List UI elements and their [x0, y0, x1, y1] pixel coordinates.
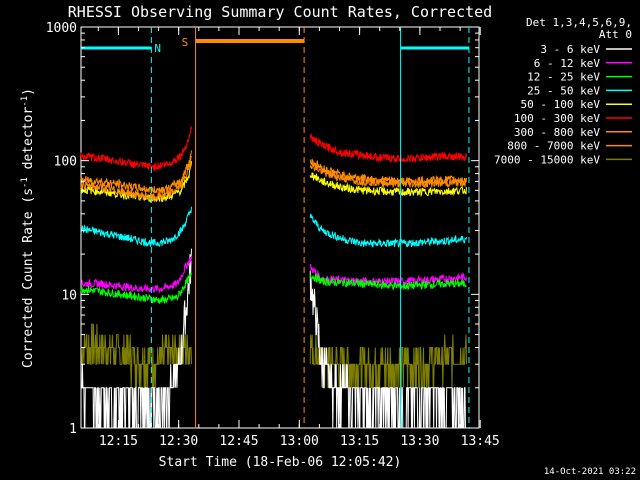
y-tick-label: 1: [69, 422, 77, 437]
y-axis-label: Corrected Count Rate (s-1 detector-1): [20, 88, 36, 368]
x-tick-label: 13:15: [340, 434, 379, 449]
legend-label-8: 800 - 7000 keV: [507, 140, 600, 153]
series-8-post-line: [309, 158, 467, 187]
legend-label-2: 6 - 12 keV: [534, 57, 601, 70]
legend-label-6: 100 - 300 keV: [514, 112, 600, 125]
series-7-pre-line: [80, 155, 192, 202]
y-axis-label-sup1: -1: [20, 177, 30, 188]
series-1-post-line: [309, 270, 467, 429]
legend-label-7: 300 - 800 keV: [514, 126, 600, 139]
series-3-pre-line: [80, 272, 192, 304]
x-tick-label: 12:45: [219, 434, 258, 449]
series-8-pre-line: [80, 150, 192, 195]
series-9-post-line: [309, 334, 467, 389]
legend-label-4: 25 - 50 keV: [527, 84, 600, 97]
x-tick-label: 13:30: [400, 434, 439, 449]
y-tick-label: 1000: [46, 21, 77, 36]
series-2-pre-line: [81, 256, 192, 294]
series-1-pre-line: [81, 248, 192, 429]
chart-title: RHESSI Observing Summary Count Rates, Co…: [68, 3, 492, 21]
date-stamp: 14-Oct-2021 03:22: [544, 467, 636, 477]
x-tick-label: 12:15: [99, 434, 138, 449]
series-2-post-line: [309, 264, 467, 287]
legend-label-3: 12 - 25 keV: [527, 71, 600, 84]
series-9-pre-line: [81, 323, 192, 389]
series-6-pre-line: [80, 126, 192, 173]
y-tick-label: 100: [54, 155, 77, 170]
x-tick-label: 13:45: [461, 434, 500, 449]
series-5-post-line: [309, 172, 467, 198]
series-6-post-line: [309, 132, 467, 163]
x-axis-label: Start Time (18-Feb-06 12:05:42): [159, 455, 402, 470]
plot-frame: [80, 26, 480, 429]
y-axis-label-end: ): [21, 88, 36, 96]
y-axis-label-mid: detector: [21, 107, 36, 178]
night-label: N: [154, 42, 161, 55]
series-3-post-line: [309, 272, 467, 291]
series-4-post-line: [309, 213, 467, 248]
y-tick-label: 10: [61, 288, 77, 303]
x-tick-label: 12:30: [159, 434, 198, 449]
series-7-post-line: [309, 160, 467, 189]
y-axis-label-main: Corrected Count Rate (s: [21, 188, 36, 368]
saa-label: S: [182, 36, 189, 49]
plot-border: [80, 26, 480, 429]
legend-label-5: 50 - 100 keV: [521, 98, 601, 111]
legend-label-9: 7000 - 15000 keV: [494, 153, 600, 166]
legend-header-2: Att 0: [599, 28, 632, 41]
legend-header-1: Det 1,3,4,5,6,9,: [526, 16, 632, 29]
y-axis-label-sup2: -1: [20, 96, 30, 107]
legend-label-1: 3 - 6 keV: [540, 43, 600, 56]
series-4-pre-line: [80, 206, 192, 247]
x-tick-label: 13:00: [280, 434, 319, 449]
axes: 1 10 100 1000 12:15 12:30 12:45 13:00 13:15 13:30…: [46, 21, 500, 449]
